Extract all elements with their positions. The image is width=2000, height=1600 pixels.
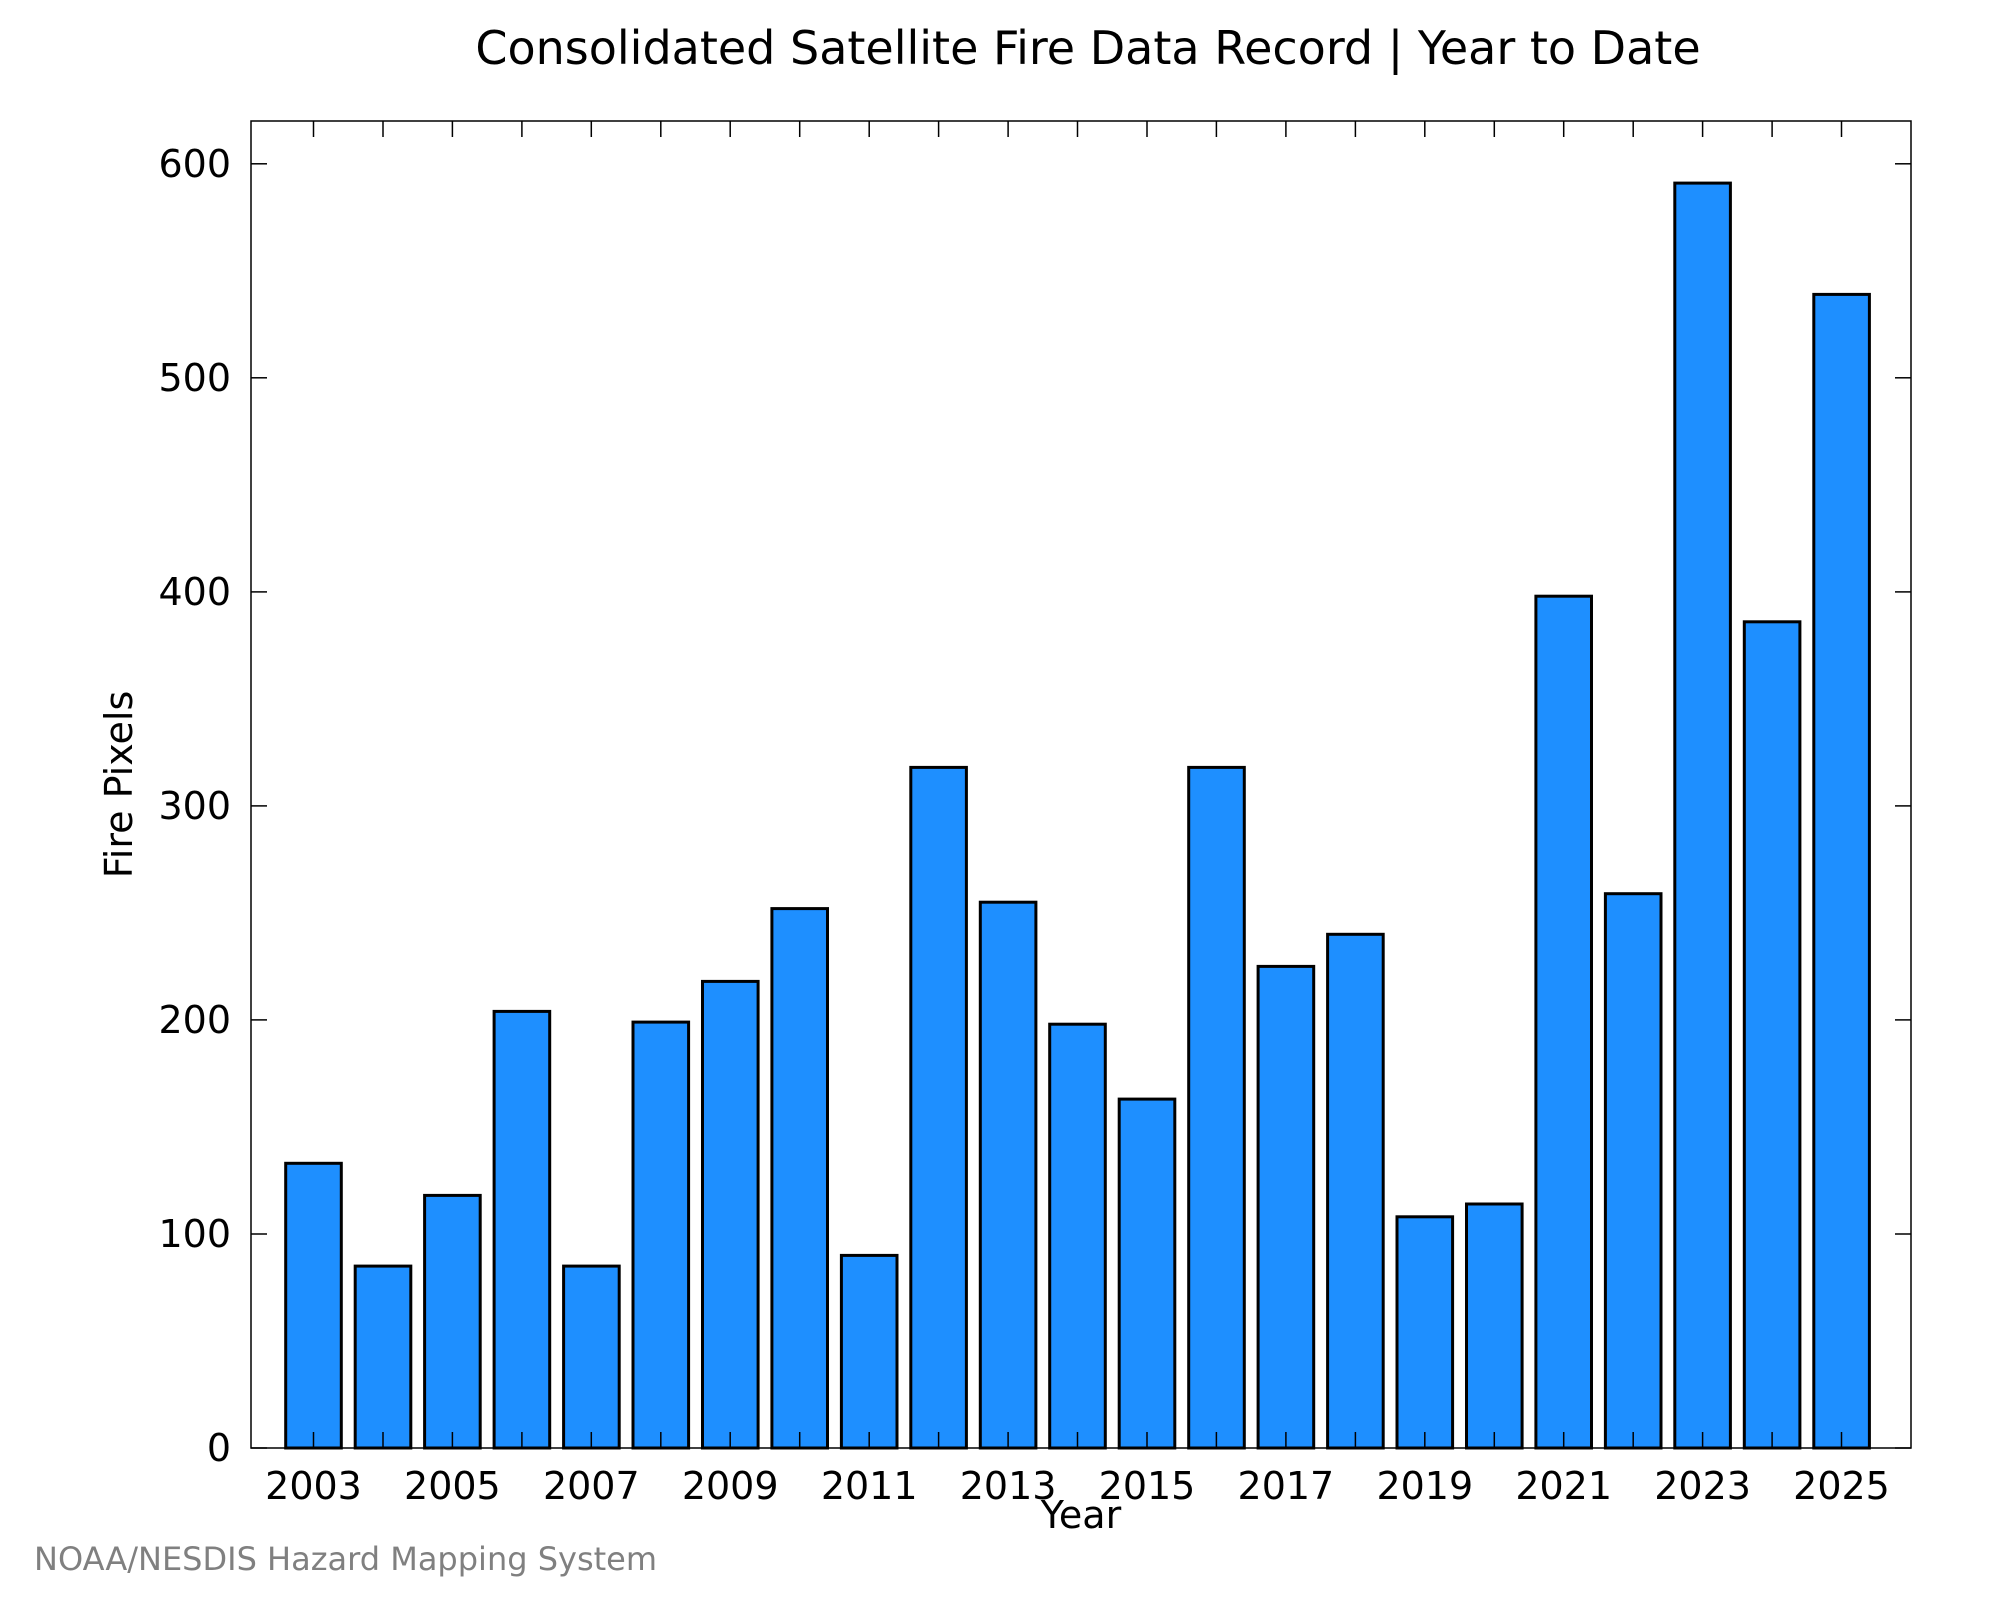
bar-2003 [284, 1161, 343, 1450]
plot-frame [250, 120, 1912, 1449]
credit-text: NOAA/NESDIS Hazard Mapping System [34, 1540, 657, 1578]
y-tick-label-100: 100 [158, 1212, 231, 1256]
bar-2007 [562, 1264, 621, 1450]
x-tick-label-2007: 2007 [543, 1464, 640, 1508]
y-tick-label-500: 500 [158, 356, 231, 400]
bar-2004 [353, 1264, 413, 1450]
x-tick-labels: 2003 2005 2007 2009 2011 2013 2015 2017 2019 2021… [265, 1464, 1890, 1508]
bar-2015 [1117, 1097, 1177, 1450]
bar-2025 [1812, 292, 1871, 1450]
y-axis-label: Fire Pixels [97, 691, 141, 879]
bar-2022 [1603, 892, 1663, 1450]
bar-2018 [1326, 932, 1385, 1450]
x-tick-label-2013: 2013 [960, 1464, 1057, 1508]
y-tick-label-200: 200 [158, 998, 231, 1042]
y-tick-label-300: 300 [158, 784, 231, 828]
x-tick-label-2023: 2023 [1654, 1464, 1751, 1508]
x-tick-label-2009: 2009 [682, 1464, 779, 1508]
bar-2019 [1395, 1215, 1455, 1450]
bar-2005 [423, 1193, 482, 1450]
x-axis-label: Year [1040, 1493, 1122, 1537]
x-tick-label-2015: 2015 [1099, 1464, 1196, 1508]
bar-2024 [1742, 620, 1802, 1450]
bar-2009 [701, 979, 760, 1450]
x-tick-label-2003: 2003 [265, 1464, 362, 1508]
bar-2016 [1187, 765, 1246, 1450]
y-tick-label-400: 400 [158, 570, 231, 614]
bar-2023 [1673, 181, 1732, 1450]
bar-2006 [492, 1009, 552, 1450]
x-tick-label-2025: 2025 [1793, 1464, 1890, 1508]
bar-2010 [770, 907, 830, 1450]
x-tick-label-2005: 2005 [404, 1464, 501, 1508]
bar-2012 [909, 765, 968, 1450]
y-tick-label-0: 0 [207, 1426, 231, 1470]
x-tick-label-2011: 2011 [821, 1464, 918, 1508]
bar-2011 [839, 1253, 899, 1450]
x-tick-label-2019: 2019 [1376, 1464, 1473, 1508]
bar-2008 [631, 1020, 691, 1450]
bar-2013 [978, 900, 1038, 1450]
bar-2014 [1048, 1022, 1107, 1450]
chart-title: Consolidated Satellite Fire Data Record … [475, 21, 1700, 76]
bar-2021 [1534, 594, 1594, 1450]
y-tick-labels: 0 100 200 300 400 500 600 [158, 142, 231, 1470]
x-tick-label-2017: 2017 [1238, 1464, 1335, 1508]
bars-group [284, 181, 1871, 1450]
y-tick-label-600: 600 [158, 142, 231, 186]
bar-2017 [1256, 964, 1316, 1450]
bar-2020 [1465, 1202, 1524, 1450]
x-tick-label-2021: 2021 [1515, 1464, 1612, 1508]
tick-marks [251, 121, 1911, 1449]
